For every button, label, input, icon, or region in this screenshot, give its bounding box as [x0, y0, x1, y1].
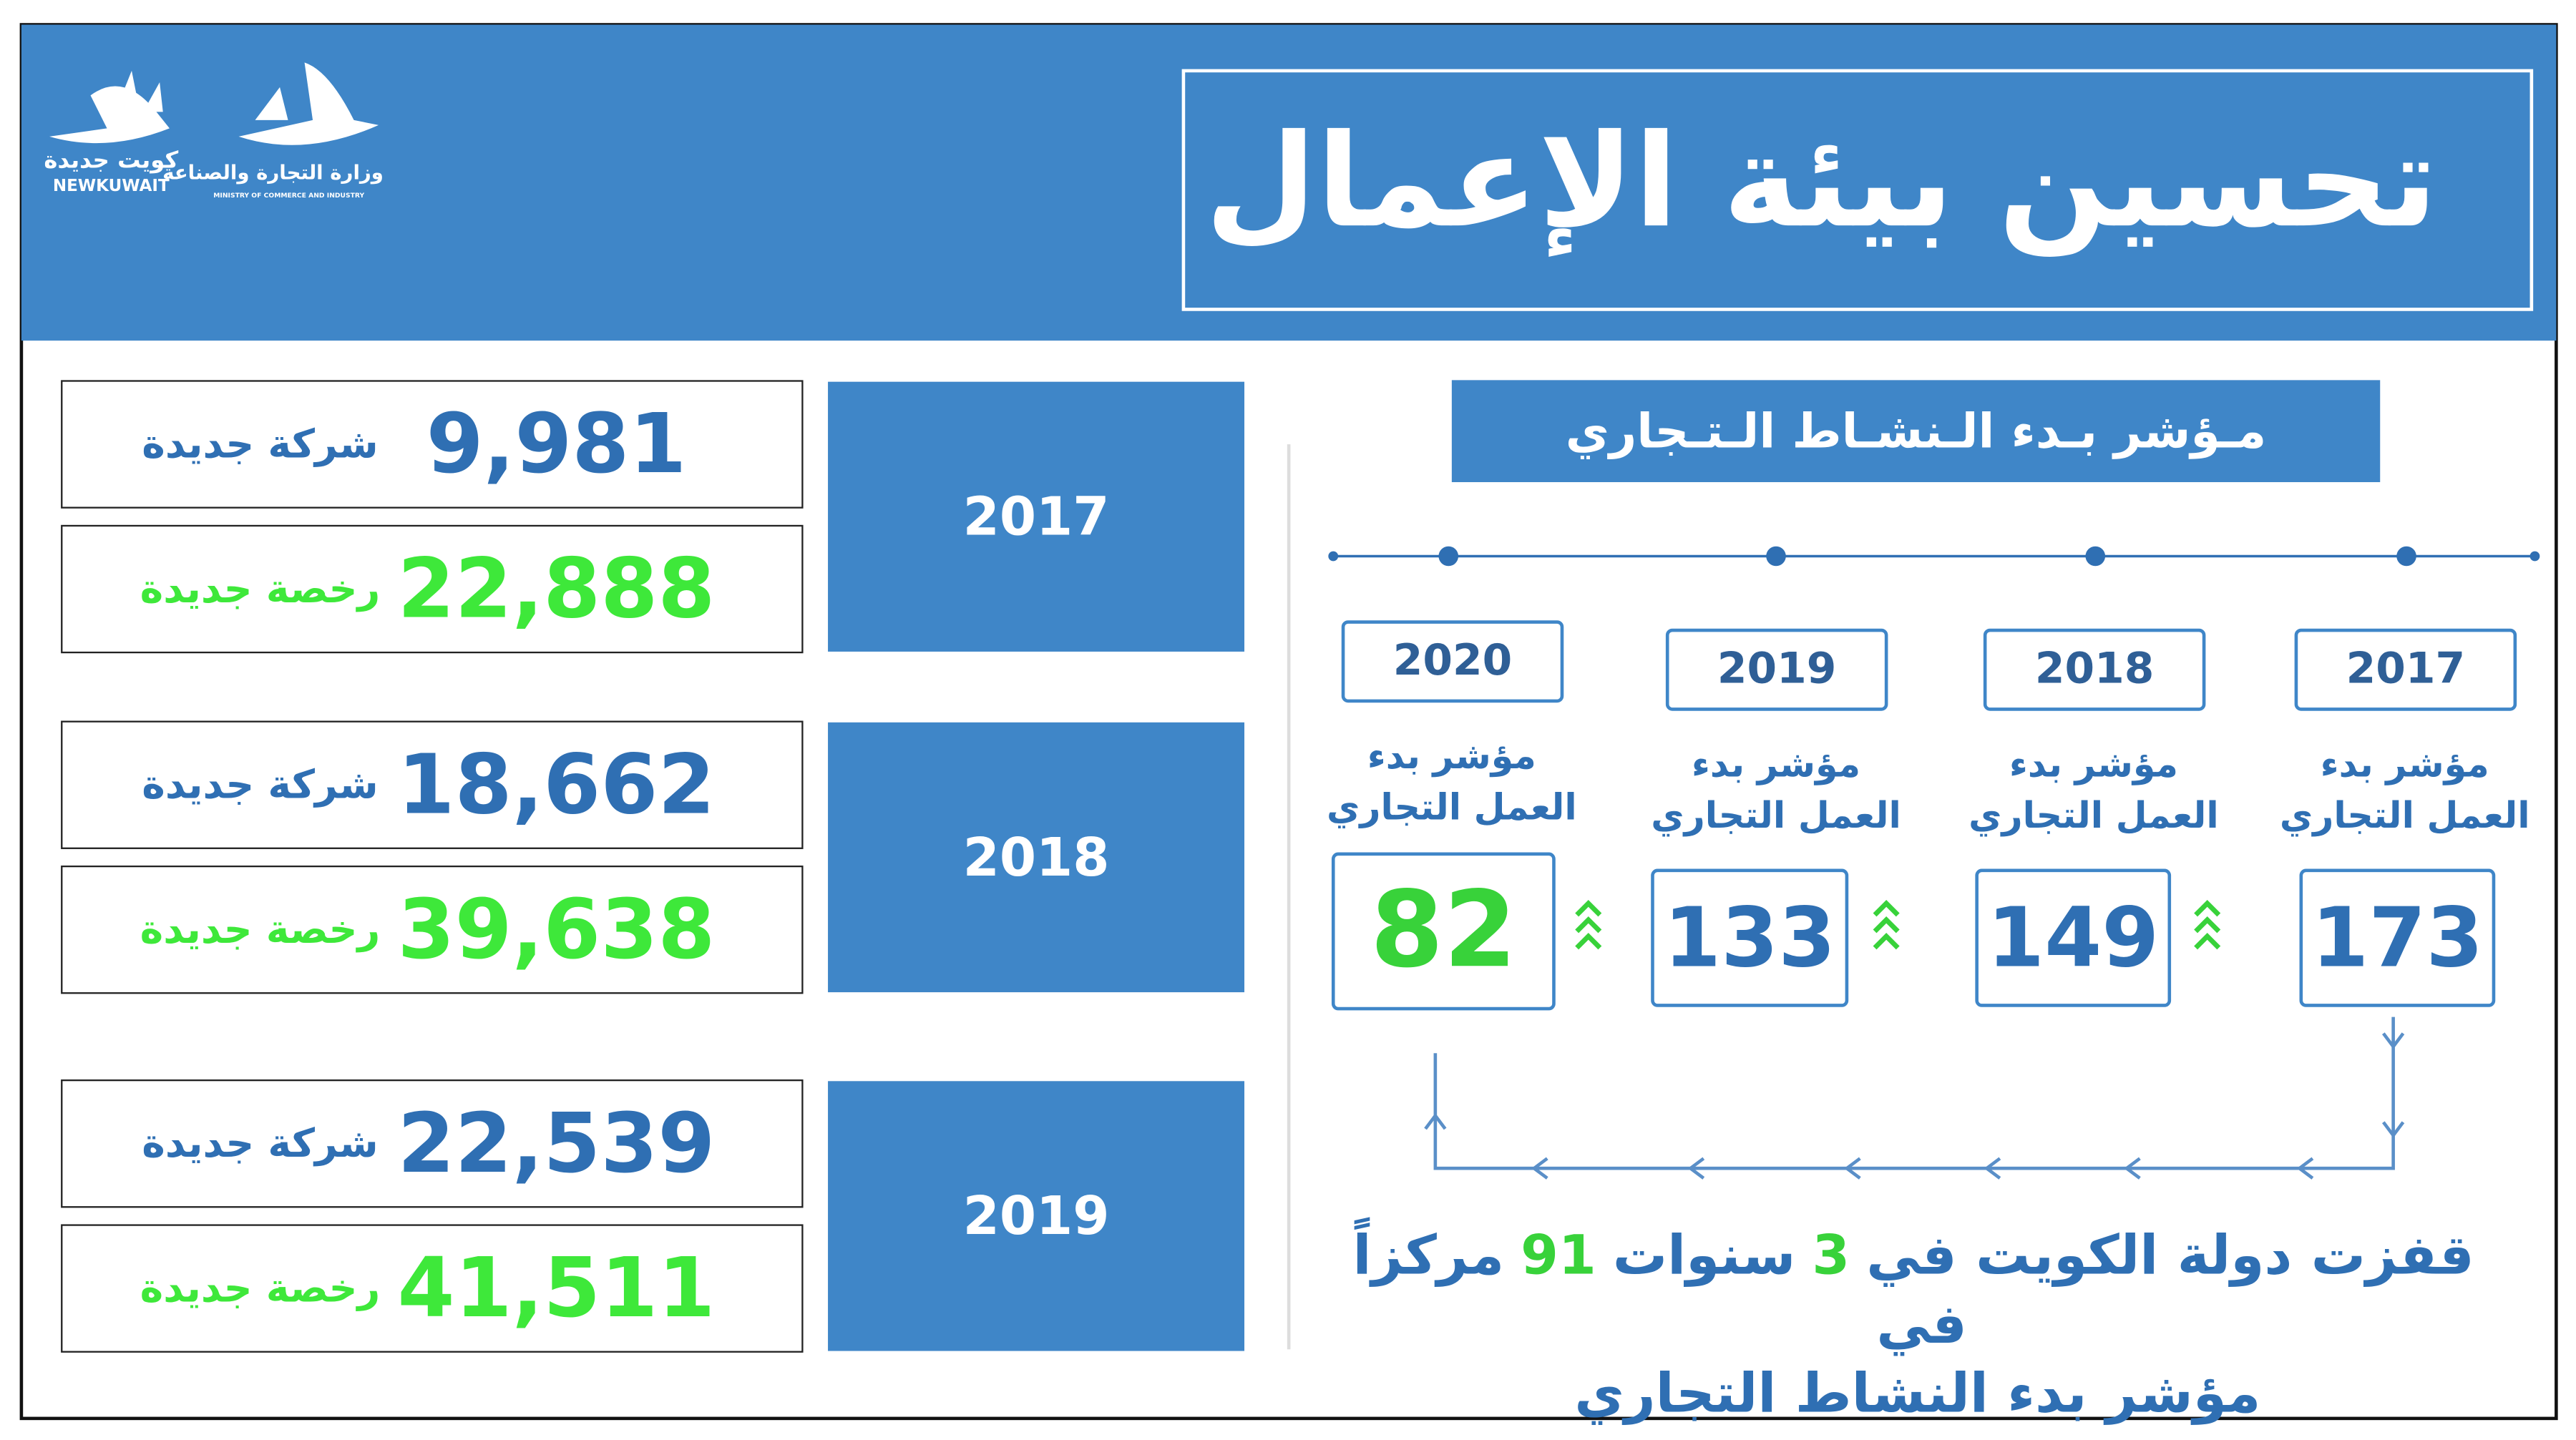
stat-value: 9,981 [426, 396, 687, 492]
title: تحسين بيئة الإعمال [1205, 108, 2438, 257]
summary-part: قفزت دولة الكويت في [1866, 1223, 2474, 1287]
divider [1287, 444, 1291, 1350]
summary-part: 91 [1521, 1223, 1596, 1287]
stat-box: 18,662 شركة جديدة [61, 720, 804, 849]
rank-box: 82 [1331, 852, 1556, 1011]
timeline-year: 2020 [1341, 620, 1564, 703]
timeline-year: 2017 [2294, 628, 2517, 711]
logo-text: MINISTRY OF COMMERCE AND INDUSTRY [213, 190, 365, 200]
rank-box: 133 [1651, 868, 1849, 1007]
summary-part: 3 [1812, 1223, 1850, 1287]
stat-box: 41,511 رخصة جديدة [61, 1224, 804, 1353]
year-box: 2018 [828, 722, 1245, 993]
stat-box: 22,539 شركة جديدة [61, 1079, 804, 1208]
index-title: مـؤشر بـدء الـنشـاط الـتـجاري [1451, 380, 2381, 482]
timeline-label: مؤشر بدء [1691, 745, 1861, 787]
stat-value: 22,888 [397, 541, 716, 637]
stat-box: 39,638 رخصة جديدة [61, 865, 804, 994]
timeline-label: العمل التجاري [1968, 796, 2219, 838]
frame [19, 23, 2558, 1421]
logo-text: كويت جديدة [44, 148, 179, 175]
year-box: 2019 [828, 1081, 1245, 1351]
logo-icons [49, 62, 379, 145]
stat-box: 22,888 رخصة جديدة [61, 524, 804, 654]
rank-box: 149 [1975, 868, 2172, 1007]
timeline-label: مؤشر بدء [2009, 745, 2178, 787]
summary-part: سنوات [1612, 1223, 1796, 1287]
stat-value: 18,662 [397, 737, 716, 833]
stat-label: شركة جديدة [142, 421, 379, 468]
timeline-label: مؤشر بدء [2320, 745, 2489, 787]
summary-part: مركزاً في [1352, 1223, 1967, 1356]
summary-line: قفزت دولة الكويت في3سنوات91مركزاً في [1300, 1221, 2534, 1359]
stat-value: 22,539 [397, 1095, 716, 1192]
summary: قفزت دولة الكويت في3سنوات91مركزاً في مؤشر… [1300, 1221, 2534, 1429]
stat-label: رخصة جديدة [140, 566, 381, 612]
title-box: تحسين بيئة الإعمال [1181, 69, 2534, 311]
summary-line: مؤشر بدء النشاط التجاري [1574, 1361, 2261, 1426]
stat-label: شركة جديدة [142, 1120, 379, 1167]
timeline-label: مؤشر بدء [1367, 737, 1536, 779]
stat-value: 41,511 [397, 1240, 716, 1336]
header-band [21, 24, 2557, 341]
timeline-label: العمل التجاري [1651, 796, 1901, 838]
rank-box: 173 [2299, 868, 2496, 1007]
stat-value: 39,638 [397, 881, 716, 978]
year-box: 2017 [828, 381, 1245, 652]
logo-text: NEWKUWAIT [52, 177, 170, 196]
timeline-label: العمل التجاري [1327, 788, 1577, 830]
stat-label: شركة جديدة [142, 762, 379, 808]
stat-box: 9,981 شركة جديدة [61, 380, 804, 509]
timeline-year: 2019 [1665, 628, 1888, 711]
logo-text: وزارة التجارة والصناعة [162, 161, 384, 185]
stat-label: رخصة جديدة [140, 906, 381, 953]
timeline-year: 2018 [1983, 628, 2206, 711]
stat-label: رخصة جديدة [140, 1265, 381, 1312]
timeline-label: العمل التجاري [2279, 796, 2530, 838]
